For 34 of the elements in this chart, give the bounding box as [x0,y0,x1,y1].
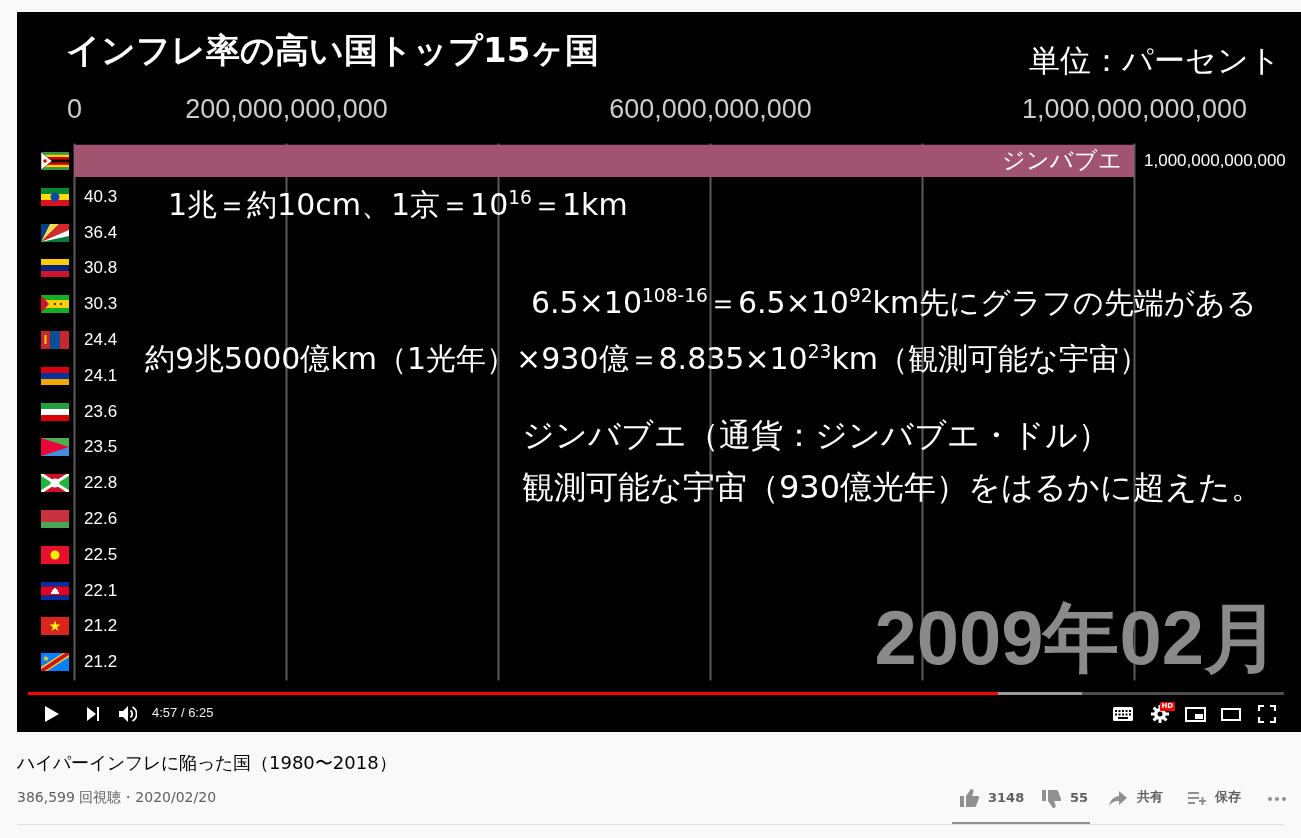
annotation: 観測可能な宇宙（930億光年）をはるかに超えた。 [522,468,1264,506]
y-tick-label: ジンバブエ [1002,146,1122,173]
x-axis-title: 単位：パーセント [1028,41,1281,78]
data-label: 23.5 [84,437,118,457]
text: 386,599 回視聴・2020/02/20 [17,789,217,806]
chart-title: インフレ率の高い国トップ15ヶ国 [66,30,600,70]
data-label: 22.6 [84,508,118,528]
data-label: 30.8 [84,258,118,278]
text: ハイパーインフレに陥った国（1980〜2018） [17,752,397,774]
data-label: 1,000,000,000,000 [1144,150,1286,170]
text: 55 [1070,790,1089,806]
data-label: 22.8 [84,473,118,493]
data-label: 30.3 [84,294,118,314]
annotation: ジンバブエ（通貨：ジンバブエ・ドル） [522,416,1110,454]
x-tick-label: 200,000,000,000 [185,93,388,124]
text: 4:57 / 6:25 [152,705,214,721]
data-label: 23.6 [84,401,118,421]
text: 共有 [1137,789,1163,805]
annotation: 1兆＝約10cm、1京＝10$^{16}$＝1km [168,187,628,223]
annotation: 6.5×10$^{108-16}$＝6.5×10$^{92}$km先にグラフの先端がある [531,285,1258,321]
x-tick-label: 0 [66,93,83,124]
annotation: 約9兆5000億km（1光年）×930億＝8.835×10$^{23}$km（観測可能な宇宙） [145,341,1149,377]
data-label: 22.5 [84,544,118,564]
data-label: 24.1 [84,365,118,385]
data-label: 21.2 [84,652,118,672]
data-label: 22.1 [84,580,118,600]
data-label: 21.2 [84,616,118,636]
data-label: 24.4 [84,329,118,349]
data-label: 36.4 [84,222,118,242]
x-tick-label: 600,000,000,000 [609,93,812,124]
text: 3148 [988,790,1025,806]
text: 保存 [1215,789,1241,805]
data-label: 40.3 [84,186,118,206]
x-tick-label: 1,000,000,000,000 [1021,93,1248,124]
